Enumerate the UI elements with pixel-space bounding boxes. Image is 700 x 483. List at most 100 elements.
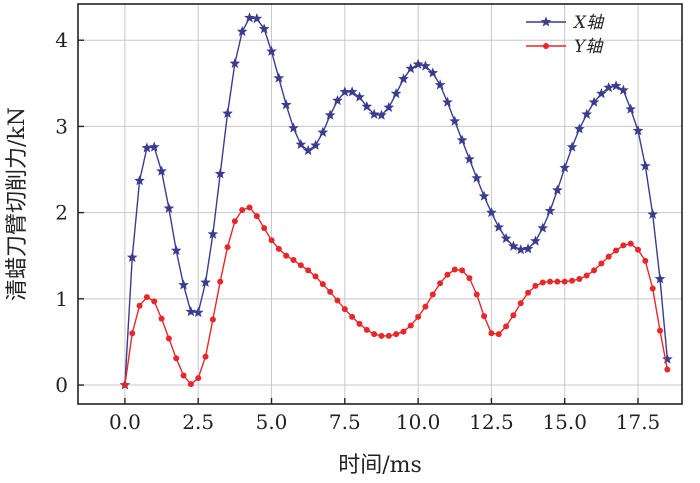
data-point (341, 306, 348, 313)
data-point (530, 235, 541, 246)
data-point (456, 134, 468, 145)
y-tick-label: 0 (55, 373, 68, 397)
data-point (517, 300, 524, 307)
data-point (466, 275, 473, 282)
data-point (217, 278, 224, 285)
data-point (515, 244, 527, 255)
data-point (280, 99, 292, 110)
data-point (500, 232, 512, 244)
data-point (473, 291, 480, 298)
legend-marker (543, 43, 549, 49)
series-line (124, 17, 669, 386)
data-point (268, 237, 275, 244)
data-point (493, 221, 505, 232)
data-point (422, 303, 429, 310)
data-point (258, 23, 270, 34)
data-point (654, 273, 666, 284)
data-point (508, 240, 519, 251)
data-point (121, 382, 128, 389)
data-point (126, 251, 138, 262)
data-point (442, 96, 453, 107)
data-point (283, 252, 290, 259)
data-point (173, 355, 180, 362)
legend-entry: Y轴 (526, 37, 604, 57)
data-point (200, 276, 211, 287)
data-point (231, 218, 238, 225)
data-point (290, 257, 297, 264)
data-point (662, 353, 673, 364)
data-point (141, 142, 153, 153)
data-point (605, 253, 612, 260)
data-point (288, 122, 299, 133)
data-point (561, 278, 568, 285)
data-point (156, 165, 167, 176)
data-point (297, 262, 304, 269)
data-point (295, 138, 307, 150)
data-point (437, 280, 444, 287)
data-point (363, 326, 370, 333)
data-point (165, 335, 172, 342)
data-point (596, 88, 607, 99)
data-point (187, 381, 194, 388)
data-point (305, 267, 312, 274)
data-point (224, 244, 231, 251)
data-point (569, 277, 576, 284)
data-point (202, 353, 209, 360)
data-point (632, 125, 644, 136)
data-point (312, 273, 319, 280)
data-point (390, 88, 402, 99)
data-point (459, 267, 466, 274)
grid (78, 4, 682, 404)
data-point (158, 315, 165, 322)
data-point (664, 366, 671, 373)
data-point (163, 202, 175, 213)
y-axis-label: 清蜡刀臂切削力/kN (5, 107, 30, 301)
data-point (503, 323, 510, 330)
data-point (327, 288, 334, 295)
data-point (603, 82, 615, 93)
data-point (574, 123, 585, 134)
x-tick-label: 7.5 (329, 410, 361, 434)
data-point (239, 207, 246, 214)
data-point (610, 80, 622, 91)
data-point (591, 267, 598, 274)
y-tick-label: 1 (55, 287, 68, 311)
data-point (368, 108, 380, 119)
plot-frame (77, 3, 683, 405)
data-point (192, 307, 204, 318)
data-point (302, 144, 314, 156)
data-point (319, 281, 326, 288)
data-point (273, 72, 285, 83)
legend: X轴 Y轴 (526, 13, 605, 57)
data-point (434, 79, 446, 90)
data-point (576, 276, 583, 282)
data-point (385, 332, 392, 339)
data-point (625, 103, 637, 114)
data-point (151, 298, 158, 305)
data-point (532, 282, 539, 289)
data-point (334, 297, 341, 304)
data-point (143, 294, 150, 301)
data-point (332, 94, 343, 106)
data-point (537, 222, 549, 233)
data-point (209, 316, 216, 323)
data-point (229, 57, 241, 69)
data-point (552, 184, 563, 195)
data-point (339, 86, 351, 97)
data-point (635, 246, 642, 253)
data-point (356, 320, 363, 327)
data-point (539, 279, 546, 286)
data-point (481, 313, 488, 320)
y-tick-label: 3 (55, 114, 68, 138)
x-tick-label: 5.0 (256, 410, 288, 434)
data-point (486, 207, 497, 218)
data-point (376, 109, 387, 120)
data-point (449, 115, 461, 126)
data-point (415, 313, 422, 320)
data-point (393, 331, 400, 338)
data-point (598, 260, 605, 267)
data-point (371, 331, 378, 338)
x-tick-label: 12.5 (469, 410, 514, 434)
data-point (583, 272, 590, 279)
